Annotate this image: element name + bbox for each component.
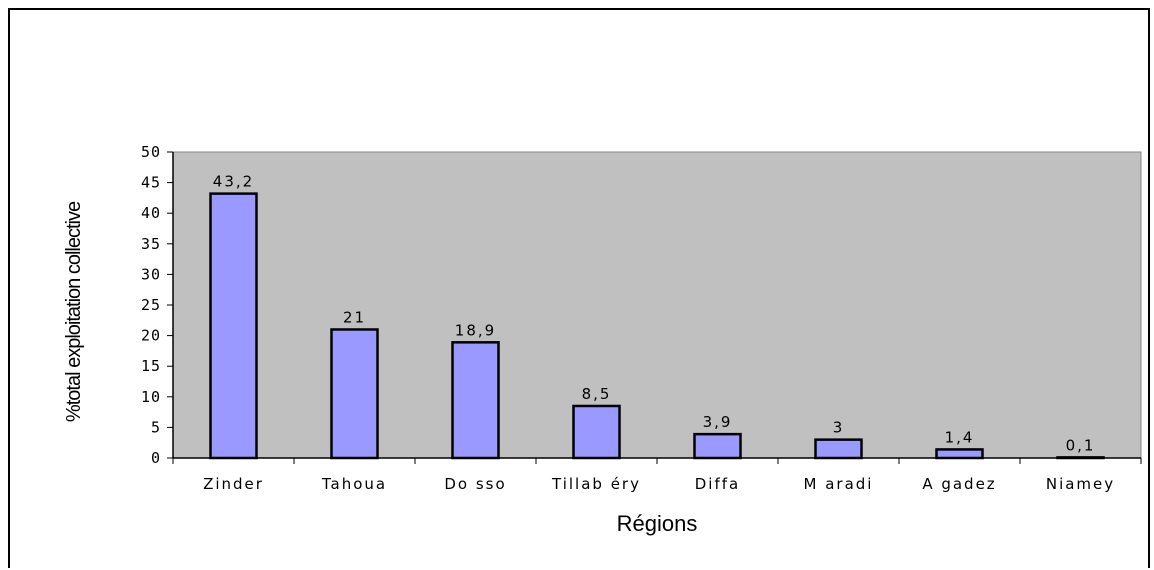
y-tick-label: 5 (151, 418, 161, 436)
y-tick-label: 35 (141, 235, 161, 253)
bar (330, 328, 379, 460)
bar-value-label: 21 (343, 308, 366, 326)
y-ticks-group: 0 5 10 15 20 25 30 35 40 45 50 (141, 143, 173, 467)
x-ticks-group: Zinder Tahoua Do sso Tillab éry Diffa M aradi… (172, 458, 1142, 493)
bar (572, 404, 621, 460)
bar-value-label: 0,1 (1066, 436, 1096, 454)
x-category-label: Do sso (444, 475, 506, 493)
bar-value-label: 8,5 (582, 385, 612, 403)
bar (693, 432, 742, 460)
bar (935, 448, 984, 460)
x-category-label: Tahoua (321, 475, 387, 493)
x-category-label: A gadez (922, 475, 996, 493)
y-tick-label: 40 (141, 204, 161, 222)
x-category-label: Zinder (203, 475, 264, 493)
data-labels-group: 43,2 21 18,9 8,5 3,9 3 1,4 0,1 (213, 173, 1096, 455)
y-tick-label: 45 (141, 174, 161, 192)
bar-chart: 43,2 21 18,9 8,5 3,9 3 1,4 0,1 0 5 10 15 20 25 30 35 40… (63, 143, 1142, 536)
plot-area (172, 151, 1142, 459)
x-category-label: M aradi (804, 475, 874, 493)
x-category-label: Tillab éry (551, 475, 641, 493)
bar-value-label: 3 (833, 419, 845, 437)
x-category-label: Niamey (1046, 475, 1115, 493)
y-tick-label: 15 (141, 357, 161, 375)
y-tick-label: 0 (151, 449, 161, 467)
x-axis-title: Régions (617, 511, 698, 536)
y-tick-label: 30 (141, 265, 161, 283)
y-tick-label: 25 (141, 296, 161, 314)
bars-group (209, 192, 1105, 460)
chart-frame: 43,2 21 18,9 8,5 3,9 3 1,4 0,1 0 5 10 15 20 25 30 35 40… (8, 8, 1150, 568)
bar-value-label: 43,2 (213, 173, 254, 191)
y-axis-title: %total exploitation collective (63, 201, 85, 422)
x-category-label: Diffa (695, 475, 740, 493)
bar (451, 341, 500, 460)
bar (209, 192, 258, 460)
bar-value-label: 1,4 (945, 428, 975, 446)
bar (814, 438, 863, 460)
y-tick-label: 50 (141, 143, 161, 161)
y-tick-label: 20 (141, 327, 161, 345)
bar-value-label: 3,9 (703, 413, 733, 431)
y-tick-label: 10 (141, 388, 161, 406)
bar-value-label: 18,9 (455, 321, 496, 339)
